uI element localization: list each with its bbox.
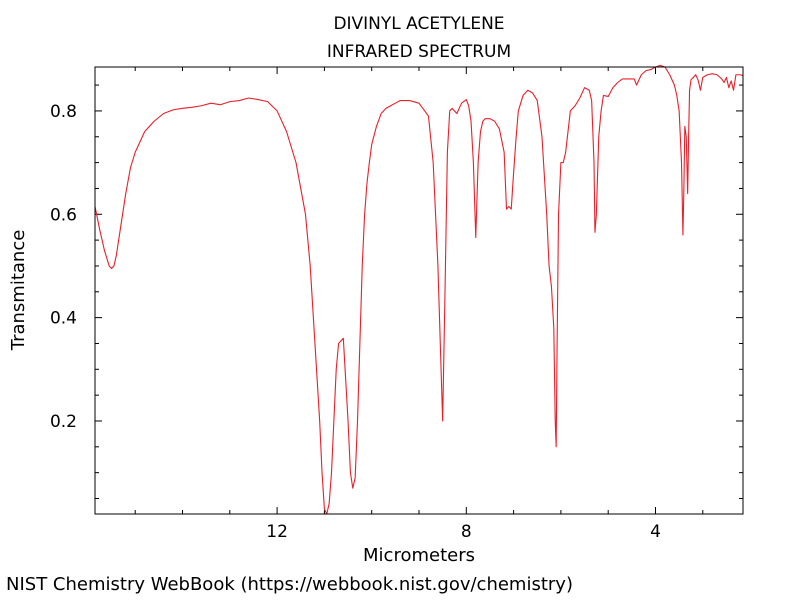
spectrum-chart: DIVINYL ACETYLENE INFRARED SPECTRUM 12 8 4… <box>8 14 744 566</box>
chart-subtitle: INFRARED SPECTRUM <box>327 42 511 62</box>
axis-ticks <box>95 67 743 514</box>
axis-tick-labels: 12 8 4 0.2 0.4 0.6 0.8 <box>50 102 661 542</box>
y-tick-label: 0.4 <box>50 309 77 329</box>
x-tick-label: 4 <box>650 522 661 542</box>
x-axis-label: Micrometers <box>363 545 475 566</box>
y-axis-label: Transmitance <box>8 230 29 352</box>
source-credit: NIST Chemistry WebBook (https://webbook.… <box>6 574 573 595</box>
y-tick-label: 0.8 <box>50 102 77 122</box>
x-tick-label: 8 <box>461 522 472 542</box>
x-tick-label: 12 <box>266 522 288 542</box>
y-tick-label: 0.2 <box>50 412 77 432</box>
plot-area <box>94 66 744 515</box>
chart-title: DIVINYL ACETYLENE <box>333 14 504 34</box>
spectrum-line <box>94 64 744 515</box>
y-tick-label: 0.6 <box>50 205 77 225</box>
